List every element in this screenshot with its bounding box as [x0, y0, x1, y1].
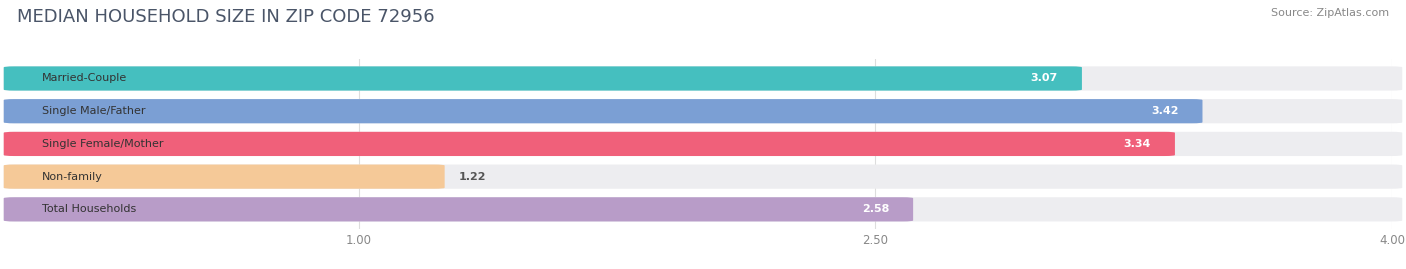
Text: 3.42: 3.42: [1152, 106, 1178, 116]
Text: Single Female/Mother: Single Female/Mother: [42, 139, 163, 149]
Text: Total Households: Total Households: [42, 204, 136, 214]
Text: Non-family: Non-family: [42, 172, 103, 182]
FancyBboxPatch shape: [4, 99, 1202, 123]
FancyBboxPatch shape: [4, 66, 1083, 91]
FancyBboxPatch shape: [4, 66, 1402, 91]
FancyBboxPatch shape: [4, 132, 1175, 156]
Text: 2.58: 2.58: [862, 204, 889, 214]
Text: Source: ZipAtlas.com: Source: ZipAtlas.com: [1271, 8, 1389, 18]
Text: Single Male/Father: Single Male/Father: [42, 106, 145, 116]
Text: 3.07: 3.07: [1031, 73, 1057, 83]
FancyBboxPatch shape: [4, 165, 444, 189]
FancyBboxPatch shape: [4, 132, 1402, 156]
Text: MEDIAN HOUSEHOLD SIZE IN ZIP CODE 72956: MEDIAN HOUSEHOLD SIZE IN ZIP CODE 72956: [17, 8, 434, 26]
FancyBboxPatch shape: [4, 197, 912, 221]
Text: 1.22: 1.22: [458, 172, 486, 182]
FancyBboxPatch shape: [4, 197, 1402, 221]
FancyBboxPatch shape: [4, 165, 1402, 189]
FancyBboxPatch shape: [4, 99, 1402, 123]
Text: 3.34: 3.34: [1123, 139, 1150, 149]
Text: Married-Couple: Married-Couple: [42, 73, 127, 83]
